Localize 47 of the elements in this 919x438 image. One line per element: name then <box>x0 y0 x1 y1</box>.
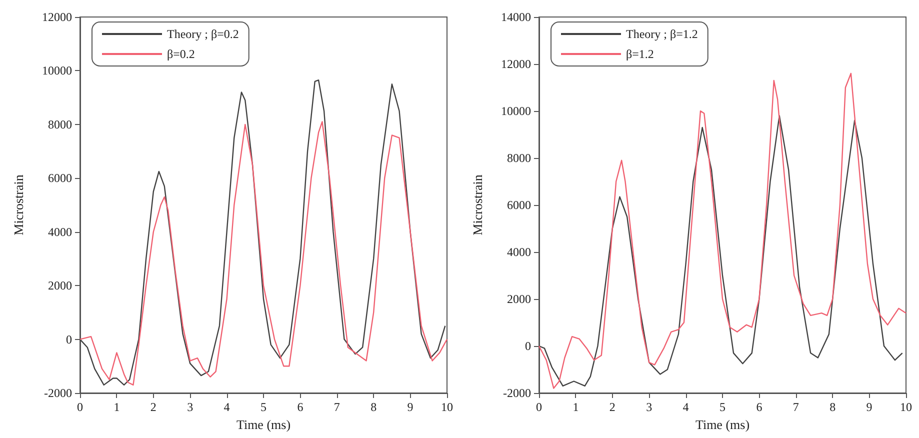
y-tick-label: 2000 <box>507 292 531 306</box>
y-tick-label: 2000 <box>48 278 72 293</box>
y-tick-label: 10000 <box>501 104 531 118</box>
y-axis-title: Microstrain <box>470 174 485 236</box>
x-tick-label: 2 <box>609 400 616 414</box>
legend-label: β=1.2 <box>626 47 654 61</box>
x-tick-label: 10 <box>900 400 912 414</box>
x-tick-label: 3 <box>187 400 194 414</box>
x-tick-label: 10 <box>441 400 453 414</box>
x-tick-label: 6 <box>297 400 304 414</box>
x-tick-label: 7 <box>334 400 340 414</box>
x-tick-label: 2 <box>150 400 156 414</box>
x-tick-label: 7 <box>792 400 799 414</box>
x-tick-label: 4 <box>682 400 689 414</box>
y-tick-label: 6000 <box>507 198 531 212</box>
y-axis-title: Microstrain <box>11 174 26 236</box>
y-tick-label: 8000 <box>507 151 531 165</box>
y-tick-label: 8000 <box>48 117 72 132</box>
y-tick-label: 10000 <box>42 64 72 78</box>
x-tick-label: 6 <box>756 400 762 414</box>
x-axis-title: Time (ms) <box>236 416 291 432</box>
x-tick-label: 0 <box>536 400 542 414</box>
y-tick-label: 6000 <box>48 171 72 186</box>
y-tick-label: 12000 <box>42 10 72 24</box>
x-tick-label: 3 <box>646 400 652 414</box>
y-tick-label: 4000 <box>48 224 72 239</box>
legend-label: Theory ; β=0.2 <box>167 27 239 41</box>
x-tick-label: 9 <box>407 400 414 414</box>
x-tick-label: 8 <box>830 400 836 414</box>
x-tick-label: 1 <box>114 400 120 414</box>
y-tick-label: 14000 <box>501 10 531 24</box>
x-tick-label: 8 <box>370 400 377 414</box>
y-tick-label: -2000 <box>44 386 72 400</box>
legend-label: β=0.2 <box>167 47 195 61</box>
x-axis-title: Time (ms) <box>695 416 750 432</box>
x-tick-label: 4 <box>224 400 230 414</box>
x-tick-label: 9 <box>866 400 872 414</box>
legend-label: Theory ; β=1.2 <box>626 27 698 41</box>
y-tick-label: 4000 <box>507 245 531 259</box>
x-tick-label: 0 <box>77 400 83 414</box>
y-tick-label: 0 <box>525 339 531 353</box>
x-tick-label: 5 <box>260 400 266 414</box>
y-tick-label: -2000 <box>503 386 531 400</box>
x-tick-label: 1 <box>572 400 579 414</box>
y-tick-label: 0 <box>66 332 72 346</box>
y-tick-label: 12000 <box>501 57 531 71</box>
x-tick-label: 5 <box>720 400 726 414</box>
